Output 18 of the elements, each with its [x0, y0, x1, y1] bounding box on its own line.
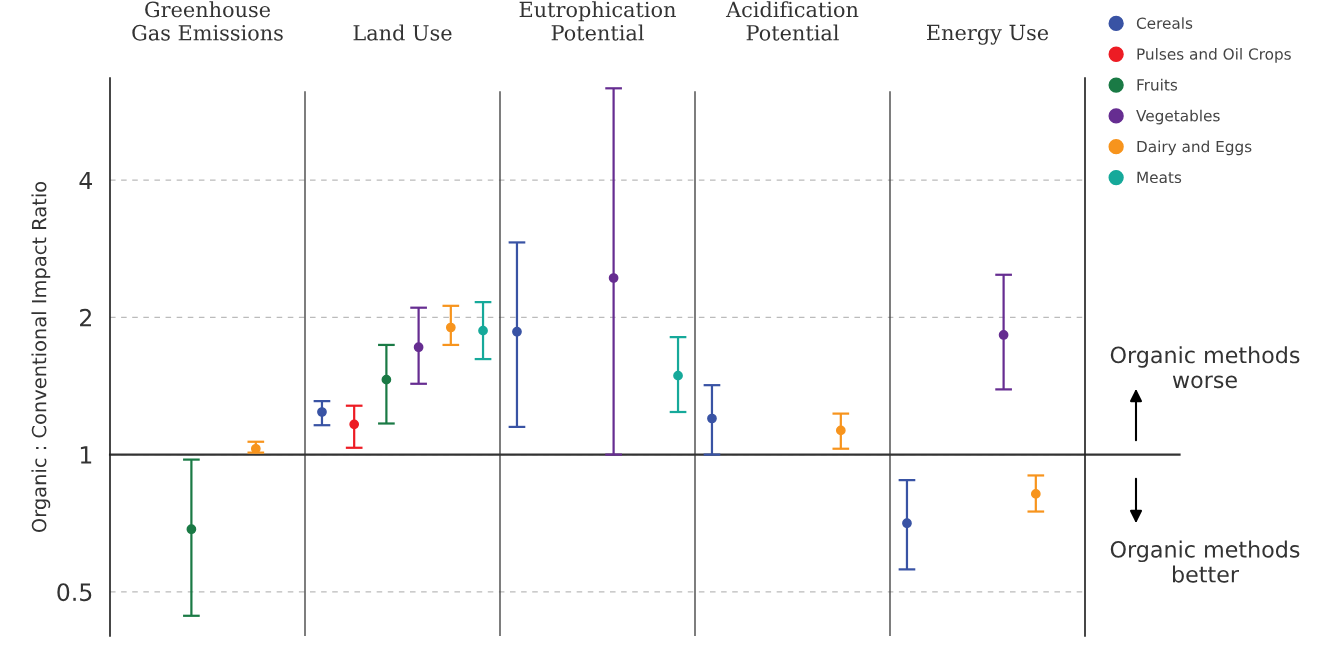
y-tick-label: 4: [79, 171, 93, 190]
x-tick-label: Greenhouse Gas Emissions: [132, 1, 283, 41]
text: Organic methods worse: [1110, 346, 1300, 389]
legend-label: Fruits: [1137, 78, 1178, 91]
text: Organic methods better: [1110, 540, 1300, 583]
y-tick-label: 1: [80, 446, 92, 464]
legend-label: Vegetables: [1136, 109, 1220, 125]
x-tick-label: Eutrophication Potential: [519, 1, 676, 41]
legend-label: Pulses and Oil Crops: [1137, 47, 1291, 63]
legend-label: Meats: [1137, 171, 1182, 184]
x-tick-label: Land Use: [353, 24, 452, 41]
y-axis-title: Organic : Conventional Impact Ratio: [31, 181, 51, 533]
legend-label: Cereals: [1136, 17, 1193, 29]
y-tick-label: 2: [80, 308, 91, 327]
x-tick-label: Acidification Potential: [725, 1, 859, 41]
y-tick-label: 0.5: [57, 583, 92, 602]
legend-label: Dairy and Eggs: [1137, 140, 1252, 156]
x-tick-label: Energy Use: [927, 24, 1049, 45]
